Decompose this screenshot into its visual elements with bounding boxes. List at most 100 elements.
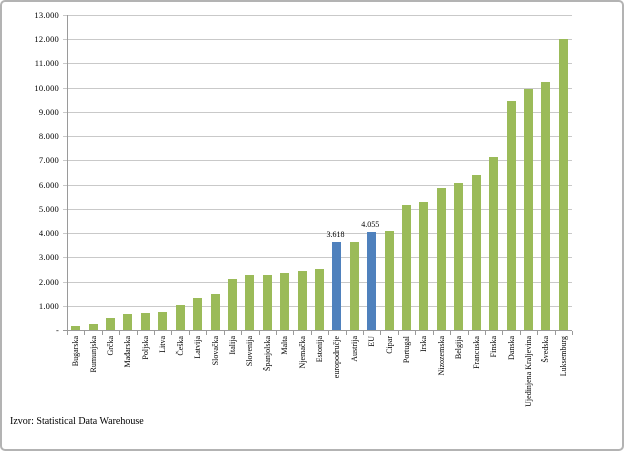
x-axis-label: Slovenija <box>241 336 258 448</box>
x-axis-tick <box>363 331 365 335</box>
x-axis-line <box>63 330 572 331</box>
x-axis-tick <box>154 331 156 335</box>
y-axis-tick-label: 7.000 <box>38 155 59 166</box>
x-axis-tick <box>415 331 417 335</box>
x-axis-label-text: Danska <box>506 336 516 360</box>
x-axis-label-text: Francuska <box>471 336 481 369</box>
data-label: 3.618 <box>326 230 345 240</box>
gridline <box>63 63 572 65</box>
x-axis-label-text: Belgija <box>454 336 464 360</box>
x-axis-tick <box>537 331 539 335</box>
bar <box>454 183 464 330</box>
gridline <box>63 257 572 259</box>
x-axis-tick <box>519 331 521 335</box>
x-axis-label-text: Cipar <box>384 336 394 354</box>
x-axis-label: Finska <box>485 336 502 448</box>
x-axis-tick <box>206 331 208 335</box>
bar <box>106 317 116 330</box>
x-axis-tick <box>554 331 556 335</box>
x-axis-label: Njemačka <box>293 336 310 448</box>
x-axis-label: Belgija <box>450 336 467 448</box>
bar <box>297 271 307 330</box>
bar <box>489 156 499 330</box>
bar <box>71 325 81 330</box>
x-axis-label: Estonija <box>311 336 328 448</box>
x-axis-tick <box>84 331 86 335</box>
x-axis-label: Luksemburg <box>555 336 572 448</box>
bar <box>541 81 551 330</box>
bar <box>436 188 446 330</box>
x-axis-label: Litva <box>154 336 171 448</box>
gridline <box>63 160 572 162</box>
x-axis-tick <box>223 331 225 335</box>
x-axis-label: Danska <box>502 336 519 448</box>
x-axis-tick <box>450 331 452 335</box>
x-axis-label: Cipar <box>380 336 397 448</box>
bar <box>140 312 150 330</box>
bar <box>245 275 255 330</box>
bar <box>558 39 568 330</box>
bar <box>262 274 272 330</box>
bar <box>402 204 412 330</box>
x-axis-label-text: Mađarska <box>123 336 133 368</box>
x-axis-label-text: Luksemburg <box>558 336 568 377</box>
bar <box>506 101 516 330</box>
bar <box>384 231 394 330</box>
x-axis-tick <box>136 331 138 335</box>
x-axis-tick <box>275 331 277 335</box>
x-axis-label-text: Španjolska <box>262 336 272 372</box>
x-axis-label: Grčka <box>102 336 119 448</box>
y-axis-tick-label: 1.000 <box>38 300 59 311</box>
bar <box>280 273 290 330</box>
x-axis-label-text: Švedska <box>541 336 551 363</box>
y-axis-tick-label: 2.000 <box>38 276 59 287</box>
x-axis-label-text: Finska <box>489 336 499 358</box>
x-axis-tick <box>67 331 68 335</box>
x-axis-tick <box>484 331 486 335</box>
data-label: 4.055 <box>361 219 380 229</box>
x-axis-label: Austrija <box>346 336 363 448</box>
gridline <box>63 15 572 16</box>
x-axis-tick <box>397 331 399 335</box>
y-axis-tick-label: 11.000 <box>34 58 59 69</box>
x-axis-tick <box>293 331 295 335</box>
y-axis-tick-label: 5.000 <box>38 203 59 214</box>
gridline <box>63 39 572 41</box>
bar <box>175 305 185 330</box>
x-axis-tick <box>310 331 312 335</box>
x-axis-label-text: europodručje <box>332 336 342 379</box>
gridline <box>63 111 572 113</box>
x-axis-tick <box>328 331 330 335</box>
x-axis-label-text: Bugarska <box>71 336 81 367</box>
x-axis-label-text: Malta <box>280 336 290 355</box>
x-axis-tick <box>171 331 173 335</box>
x-axis-label-text: Njemačka <box>297 336 307 369</box>
x-axis-label: Latvija <box>189 336 206 448</box>
x-axis-label-text: Italija <box>227 336 237 355</box>
x-axis-tick <box>380 331 382 335</box>
x-axis-label-text: Češka <box>175 336 185 356</box>
x-axis-label-text: Poljska <box>140 336 150 360</box>
x-axis-label: Španjolska <box>259 336 276 448</box>
gridline <box>63 136 572 138</box>
x-axis-label-text: Portugal <box>402 336 412 364</box>
x-axis-tick <box>502 331 504 335</box>
bar <box>315 268 324 330</box>
x-axis-label: Portugal <box>398 336 415 448</box>
x-axis-label: Poljska <box>137 336 154 448</box>
x-axis-tick <box>241 331 243 335</box>
y-axis-tick-label: 6.000 <box>38 179 59 190</box>
gridline <box>63 184 572 186</box>
source-note: Izvor: Statistical Data Warehouse <box>10 416 144 427</box>
x-axis-label: Bugarska <box>67 336 84 448</box>
x-axis-label-text: Nizozemska <box>436 336 446 376</box>
x-axis-label: Slovačka <box>206 336 223 448</box>
x-axis-label-text: Austrija <box>349 336 359 362</box>
x-axis-tick <box>467 331 469 335</box>
bar <box>349 241 359 330</box>
bar <box>523 88 533 330</box>
x-axis-tick <box>345 331 347 335</box>
x-axis-tick <box>101 331 103 335</box>
x-axis-label: Rumunjska <box>84 336 101 448</box>
